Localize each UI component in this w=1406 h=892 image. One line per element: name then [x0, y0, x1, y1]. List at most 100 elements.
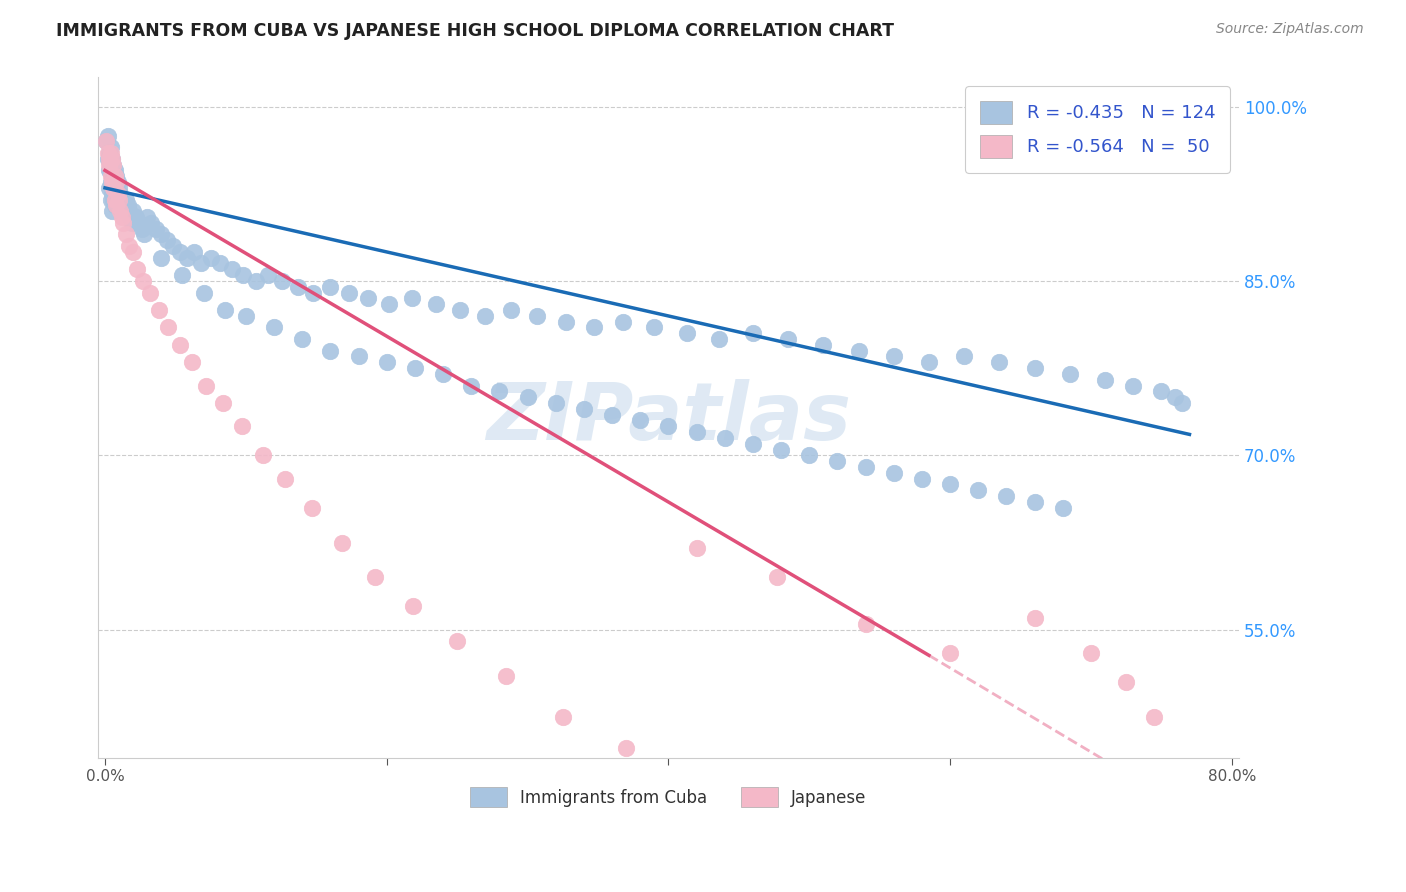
Point	[118, 239, 141, 253]
Point	[131, 221, 153, 235]
Point	[103, 181, 125, 195]
Point	[132, 274, 155, 288]
Point	[319, 343, 342, 358]
Point	[101, 152, 124, 166]
Point	[112, 198, 135, 212]
Point	[499, 303, 522, 318]
Point	[330, 535, 353, 549]
Point	[100, 140, 122, 154]
Point	[713, 431, 735, 445]
Point	[1150, 384, 1173, 399]
Legend: Immigrants from Cuba, Japanese: Immigrants from Cuba, Japanese	[464, 780, 873, 814]
Point	[104, 169, 127, 184]
Point	[176, 251, 198, 265]
Point	[162, 239, 184, 253]
Point	[105, 198, 128, 212]
Point	[301, 500, 323, 515]
Point	[115, 193, 138, 207]
Point	[741, 326, 763, 341]
Text: Source: ZipAtlas.com: Source: ZipAtlas.com	[1216, 22, 1364, 37]
Text: ZIPatlas: ZIPatlas	[486, 378, 851, 457]
Point	[120, 210, 142, 224]
Text: IMMIGRANTS FROM CUBA VS JAPANESE HIGH SCHOOL DIPLOMA CORRELATION CHART: IMMIGRANTS FROM CUBA VS JAPANESE HIGH SC…	[56, 22, 894, 40]
Point	[287, 279, 309, 293]
Point	[302, 285, 325, 300]
Point	[172, 268, 194, 282]
Point	[375, 355, 398, 369]
Point	[460, 378, 482, 392]
Point	[765, 570, 787, 584]
Point	[97, 146, 120, 161]
Point	[883, 466, 905, 480]
Point	[778, 332, 800, 346]
Point	[169, 244, 191, 259]
Point	[291, 332, 314, 346]
Point	[115, 227, 138, 242]
Point	[544, 396, 567, 410]
Point	[112, 216, 135, 230]
Point	[337, 285, 360, 300]
Point	[114, 204, 136, 219]
Point	[1024, 495, 1046, 509]
Point	[657, 419, 679, 434]
Point	[1024, 361, 1046, 376]
Point	[995, 489, 1018, 503]
Point	[628, 413, 651, 427]
Point	[232, 268, 254, 282]
Point	[103, 193, 125, 207]
Point	[183, 244, 205, 259]
Point	[600, 408, 623, 422]
Point	[1115, 675, 1137, 690]
Point	[741, 436, 763, 450]
Point	[136, 210, 159, 224]
Point	[96, 135, 118, 149]
Point	[122, 204, 145, 219]
Point	[1171, 396, 1194, 410]
Point	[98, 152, 121, 166]
Point	[100, 175, 122, 189]
Point	[488, 384, 510, 399]
Point	[245, 274, 267, 288]
Point	[105, 175, 128, 189]
Point	[685, 541, 707, 556]
Point	[156, 233, 179, 247]
Point	[107, 186, 129, 201]
Point	[100, 158, 122, 172]
Point	[319, 279, 342, 293]
Point	[141, 216, 163, 230]
Point	[526, 309, 548, 323]
Point	[685, 425, 707, 439]
Point	[101, 169, 124, 184]
Point	[128, 216, 150, 230]
Point	[127, 262, 149, 277]
Point	[231, 419, 253, 434]
Point	[1143, 710, 1166, 724]
Point	[110, 186, 132, 201]
Point	[105, 186, 128, 201]
Point	[614, 741, 637, 756]
Point	[271, 274, 294, 288]
Point	[104, 163, 127, 178]
Point	[554, 315, 576, 329]
Point	[967, 483, 990, 498]
Point	[474, 309, 496, 323]
Point	[1024, 611, 1046, 625]
Point	[1052, 500, 1074, 515]
Point	[221, 262, 243, 277]
Point	[612, 315, 634, 329]
Point	[516, 390, 538, 404]
Point	[1122, 378, 1144, 392]
Point	[848, 343, 870, 358]
Point	[145, 221, 167, 235]
Point	[643, 320, 665, 334]
Point	[200, 251, 222, 265]
Point	[235, 309, 257, 323]
Point	[988, 355, 1011, 369]
Point	[918, 355, 941, 369]
Point	[110, 204, 132, 219]
Point	[100, 169, 122, 184]
Point	[212, 396, 235, 410]
Point	[495, 669, 517, 683]
Point	[364, 570, 387, 584]
Point	[855, 459, 877, 474]
